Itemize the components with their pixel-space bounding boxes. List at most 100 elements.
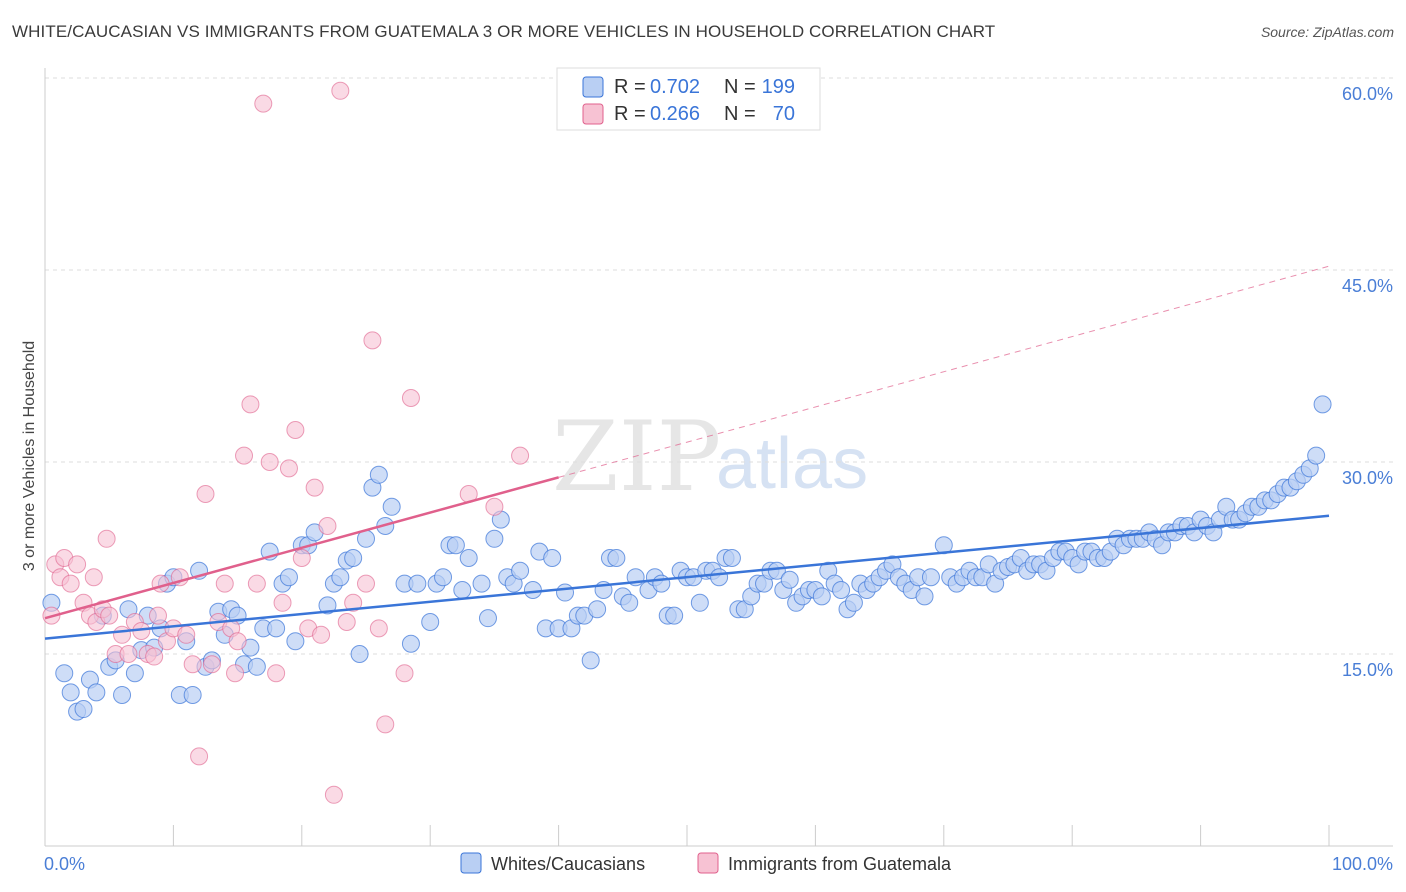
point-guatemala	[202, 655, 221, 674]
point-guatemala	[401, 389, 420, 407]
point-guatemala	[228, 632, 247, 651]
point-whites	[459, 549, 478, 567]
chart-title: WHITE/CAUCASIAN VS IMMIGRANTS FROM GUATE…	[12, 22, 996, 41]
point-whites	[318, 596, 337, 615]
y-axis-label: 3 or more Vehicles in Household	[21, 341, 38, 571]
trend-lines	[44, 265, 1330, 640]
point-guatemala	[177, 625, 196, 644]
point-whites	[369, 465, 388, 484]
trend-line-whites	[44, 514, 1330, 640]
y-tick-label: 45.0%	[1342, 276, 1393, 296]
point-whites	[478, 609, 497, 628]
point-whites	[267, 619, 286, 638]
point-whites	[780, 570, 799, 589]
trend-line-guatemala-extrapolated	[558, 265, 1330, 478]
legend-r-value-1: 0.702	[650, 76, 700, 98]
point-whites	[832, 581, 851, 599]
point-guatemala	[254, 94, 273, 113]
legend-r-value-2: 0.266	[650, 103, 700, 125]
point-whites	[543, 549, 562, 567]
y-tick-label: 30.0%	[1342, 468, 1393, 488]
x-tick-label-min: 0.0%	[44, 854, 85, 874]
point-guatemala	[97, 529, 116, 548]
point-whites	[87, 683, 106, 702]
point-guatemala	[369, 619, 388, 638]
point-whites	[344, 549, 363, 567]
point-whites	[279, 568, 298, 587]
bottom-legend-swatch-pink	[697, 852, 719, 874]
point-guatemala	[100, 606, 119, 625]
x-tick-label-max: 100.0%	[1332, 854, 1393, 874]
point-guatemala	[190, 747, 209, 766]
point-whites	[652, 574, 671, 593]
point-whites	[523, 581, 542, 599]
point-whites	[1307, 446, 1326, 465]
bottom-legend-label-guatemala: Immigrants from Guatemala	[728, 854, 952, 874]
point-guatemala	[485, 497, 504, 516]
point-guatemala	[279, 459, 298, 478]
point-whites	[588, 600, 607, 619]
point-guatemala	[286, 421, 305, 439]
point-whites	[434, 568, 453, 587]
bottom-legend-label-whites: Whites/Caucasians	[491, 854, 645, 874]
point-guatemala	[357, 574, 375, 593]
point-whites	[620, 593, 639, 612]
point-guatemala	[84, 568, 103, 587]
top-legend: R = 0.702 N = 199 R = 0.266 N = 70	[556, 67, 821, 131]
watermark-atlas: atlas	[716, 424, 868, 504]
point-guatemala	[395, 664, 414, 683]
point-whites	[421, 613, 440, 631]
point-whites	[183, 685, 202, 704]
point-whites	[767, 561, 786, 580]
point-guatemala	[215, 574, 234, 593]
point-whites	[690, 593, 709, 612]
point-guatemala	[241, 395, 260, 414]
point-guatemala	[376, 715, 395, 734]
y-tick-label: 15.0%	[1342, 660, 1393, 680]
point-guatemala	[344, 593, 363, 612]
bottom-legend: Whites/Caucasians Immigrants from Guatem…	[460, 852, 952, 874]
point-whites	[722, 549, 741, 567]
point-whites	[331, 568, 350, 587]
legend-n-value-1: 199	[762, 76, 795, 98]
point-guatemala	[292, 549, 311, 567]
point-guatemala	[196, 485, 215, 503]
point-whites	[125, 664, 144, 683]
point-guatemala	[312, 625, 331, 644]
legend-n-value-2: 70	[773, 103, 795, 125]
point-whites	[55, 664, 74, 683]
point-guatemala	[331, 81, 350, 100]
point-whites	[485, 529, 504, 548]
point-whites	[556, 583, 575, 602]
point-whites	[710, 568, 729, 587]
point-whites	[511, 561, 530, 580]
legend-n-label-2: N =	[724, 103, 756, 125]
point-guatemala	[68, 555, 87, 574]
point-whites	[408, 574, 427, 593]
point-guatemala	[226, 664, 245, 683]
legend-swatch-pink	[582, 103, 604, 125]
legend-swatch-blue	[582, 76, 604, 98]
point-guatemala	[119, 645, 138, 663]
point-guatemala	[145, 647, 164, 666]
point-guatemala	[260, 453, 279, 471]
x-ticks	[44, 825, 1330, 846]
series-whites-points	[42, 395, 1332, 721]
source-label: Source: ZipAtlas.com	[1260, 24, 1394, 40]
legend-n-label-1: N =	[724, 76, 756, 98]
point-guatemala	[337, 613, 356, 631]
point-whites	[1313, 395, 1332, 414]
bottom-legend-swatch-blue	[460, 852, 482, 874]
point-whites	[607, 549, 626, 567]
y-tick-labels: 15.0% 30.0% 45.0% 60.0%	[1342, 84, 1393, 680]
point-whites	[812, 587, 831, 606]
point-guatemala	[318, 517, 337, 535]
point-guatemala	[511, 446, 530, 465]
point-whites	[472, 574, 491, 593]
watermark-zip: ZIP	[552, 401, 721, 513]
point-whites	[382, 497, 401, 516]
point-whites	[286, 632, 305, 651]
point-guatemala	[363, 331, 382, 350]
point-whites	[665, 606, 684, 625]
